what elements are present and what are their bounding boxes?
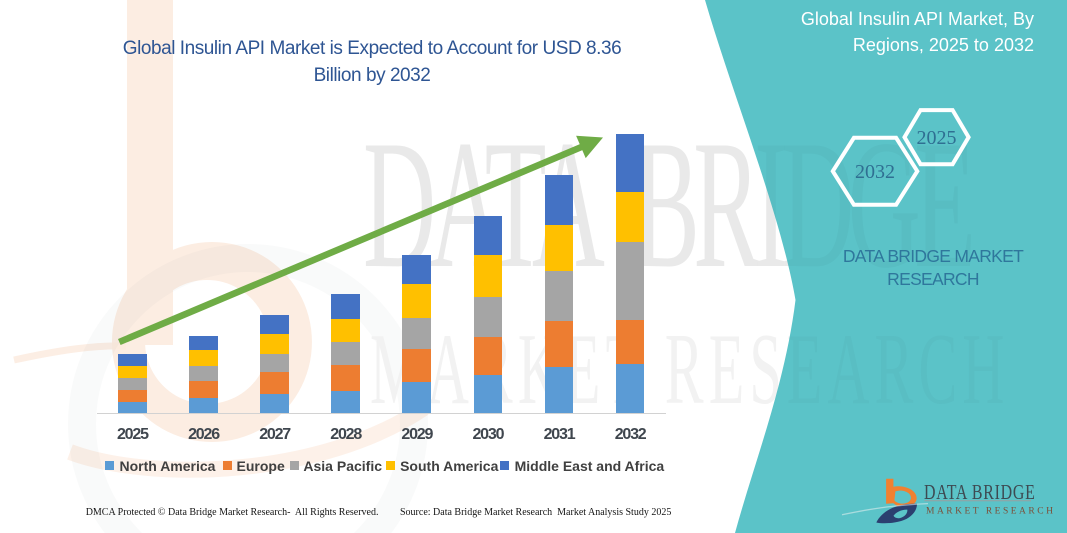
svg-text:2032: 2032 — [855, 161, 895, 183]
svg-text:MARKET RESEARCH: MARKET RESEARCH — [926, 507, 1055, 517]
svg-text:2025: 2025 — [917, 127, 957, 149]
svg-text:DATA BRIDGE: DATA BRIDGE — [924, 481, 1036, 505]
